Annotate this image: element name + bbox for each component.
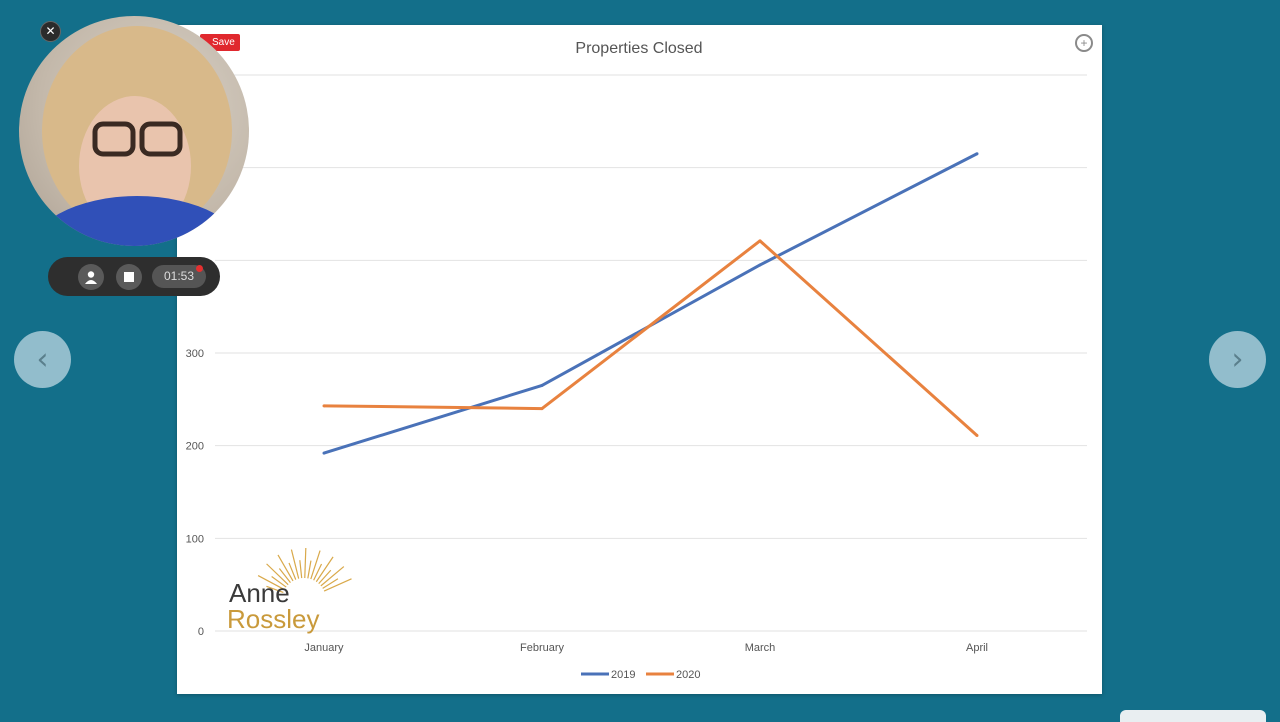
y-tick-label: 100 [186,533,204,545]
y-tick-label: 300 [186,348,204,360]
webcam-bubble[interactable] [19,16,249,246]
y-tick-label: 0 [198,626,204,638]
user-icon [85,271,97,284]
x-tick-label: January [304,642,344,654]
chevron-right-icon: › [1231,342,1244,377]
close-icon: ✕ [45,24,56,38]
sunburst-icon [257,548,352,594]
y-tick-label: 200 [186,441,204,453]
expand-icon[interactable]: + [1075,34,1093,52]
x-tick-label: February [520,642,565,654]
slide: Properties Closed 0 100 200 300 January Febr… [177,25,1102,694]
next-slide-button[interactable]: › [1209,331,1266,388]
anne-rossley-logo: Anne Rossley [227,548,352,634]
data-point [322,404,326,408]
x-tick-label: April [966,642,988,654]
line-chart: Properties Closed 0 100 200 300 January Febr… [186,40,1087,681]
data-point [975,433,979,437]
recorder-controls: 01:53 [48,257,220,296]
stop-recording-button[interactable] [116,264,142,290]
chevron-left-icon: ‹ [36,342,49,377]
x-tick-label: March [745,642,776,654]
data-point [758,239,762,243]
logo-line2: Rossley [227,604,319,634]
bottom-right-panel[interactable] [1120,710,1266,722]
data-point [322,451,326,455]
legend-label: 2020 [676,669,700,681]
camera-toggle-button[interactable] [78,264,104,290]
data-point [758,263,762,267]
recording-indicator [196,265,203,272]
presenter-video [28,26,246,246]
previous-slide-button[interactable]: ‹ [14,331,71,388]
stop-icon [124,272,134,282]
series-line-2020 [323,239,979,437]
close-webcam-button[interactable]: ✕ [40,21,61,42]
legend-label: 2019 [611,669,635,681]
data-point [975,152,979,156]
data-point [540,407,544,411]
recording-timer: 01:53 [152,265,206,288]
logo-line1: Anne [229,578,290,608]
chart-title: Properties Closed [575,40,702,57]
data-point [540,383,544,387]
